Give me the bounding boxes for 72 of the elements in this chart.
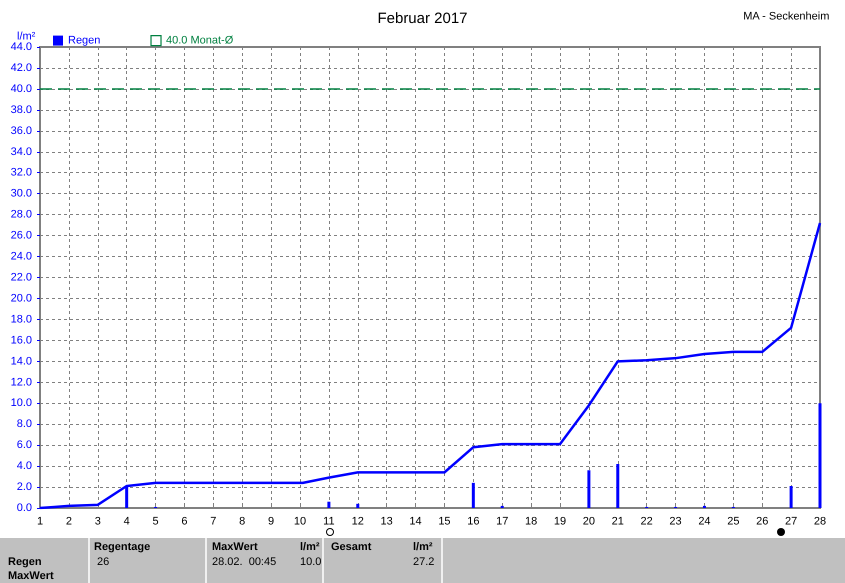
x-tick-label: 17 xyxy=(496,516,508,528)
bar xyxy=(616,464,620,508)
x-tick-label: 13 xyxy=(380,516,393,528)
text: 26 xyxy=(97,556,110,568)
y-tick-label: 42.0 xyxy=(10,62,32,74)
x-tick-label: 21 xyxy=(612,516,624,528)
y-tick-label: 40.0 xyxy=(10,82,32,95)
text: 27.2 xyxy=(413,556,434,568)
x-tick-label: 6 xyxy=(181,516,188,528)
y-tick-label: 14.0 xyxy=(10,355,32,368)
text: MaxWert xyxy=(8,570,54,582)
x-tick-label: 8 xyxy=(239,516,246,528)
y-tick-label: 44.0 xyxy=(10,41,32,53)
y-tick-label: 30.0 xyxy=(10,188,32,200)
chart-title: Februar 2017 xyxy=(377,10,468,27)
x-tick-label: 11 xyxy=(323,516,335,528)
text: Regen xyxy=(8,556,42,568)
x-tick-label: 28 xyxy=(814,516,826,528)
text: Regentage xyxy=(94,541,150,553)
text: 10.0 xyxy=(300,556,322,568)
y-tick-label: 38.0 xyxy=(10,104,32,116)
y-tick-label: 12.0 xyxy=(10,376,32,388)
y-tick-label: 4.0 xyxy=(16,460,32,472)
x-tick-label: 19 xyxy=(554,516,566,528)
x-tick-label: 3 xyxy=(94,516,101,528)
legend-label: Regen xyxy=(68,34,100,47)
y-tick-label: 36.0 xyxy=(10,124,32,137)
text: l/m² xyxy=(300,541,320,553)
x-tick-label: 18 xyxy=(524,516,538,528)
x-tick-label: 16 xyxy=(467,516,480,528)
y-tick-label: 0.0 xyxy=(16,502,32,514)
y-tick-label: 18.0 xyxy=(10,313,32,326)
y-tick-label: 2.0 xyxy=(16,481,32,494)
text: l/m² xyxy=(413,541,433,553)
x-tick-label: 22 xyxy=(640,516,653,528)
x-tick-label: 1 xyxy=(36,516,44,528)
x-tick-label: 4 xyxy=(124,516,130,528)
y-axis-title: l/m² xyxy=(17,30,36,42)
text: Gesamt xyxy=(331,541,372,553)
y-tick-label: 10.0 xyxy=(10,397,32,410)
x-tick-label: 27 xyxy=(784,516,798,528)
bar xyxy=(818,403,822,508)
y-tick-label: 6.0 xyxy=(16,439,32,452)
bar xyxy=(790,486,793,508)
x-tick-label: 24 xyxy=(698,516,711,528)
x-tick-label: 10 xyxy=(294,516,306,528)
legend-label: 40.0 Monat-Ø xyxy=(166,34,234,47)
y-tick-label: 32.0 xyxy=(10,166,32,179)
y-tick-label: 20.0 xyxy=(10,292,32,304)
y-tick-label: 22.0 xyxy=(10,272,32,284)
y-tick-label: 8.0 xyxy=(16,418,32,430)
x-tick-label: 7 xyxy=(210,516,216,528)
x-tick-label: 26 xyxy=(756,516,768,528)
x-tick-label: 25 xyxy=(727,516,740,528)
y-tick-label: 26.0 xyxy=(10,230,32,242)
y-tick-label: 34.0 xyxy=(10,146,32,158)
y-tick-label: 16.0 xyxy=(10,334,32,346)
y-tick-label: 28.0 xyxy=(10,208,32,221)
x-tick-label: 23 xyxy=(669,516,682,528)
text: 28.02. 00:45 xyxy=(212,556,276,568)
bar xyxy=(472,482,475,508)
y-tick-label: 24.0 xyxy=(10,250,32,263)
x-tick-label: 2 xyxy=(66,516,72,528)
x-tick-label: 5 xyxy=(152,516,159,528)
x-tick-label: 20 xyxy=(582,516,596,528)
x-tick-label: 14 xyxy=(409,516,422,528)
bar xyxy=(587,470,590,508)
x-tick-label: 9 xyxy=(268,516,274,528)
x-tick-label: 15 xyxy=(438,516,451,528)
text: MaxWert xyxy=(212,541,258,553)
chart-subtitle: MA - Seckenheim xyxy=(743,10,830,22)
x-tick-label: 12 xyxy=(352,516,364,528)
